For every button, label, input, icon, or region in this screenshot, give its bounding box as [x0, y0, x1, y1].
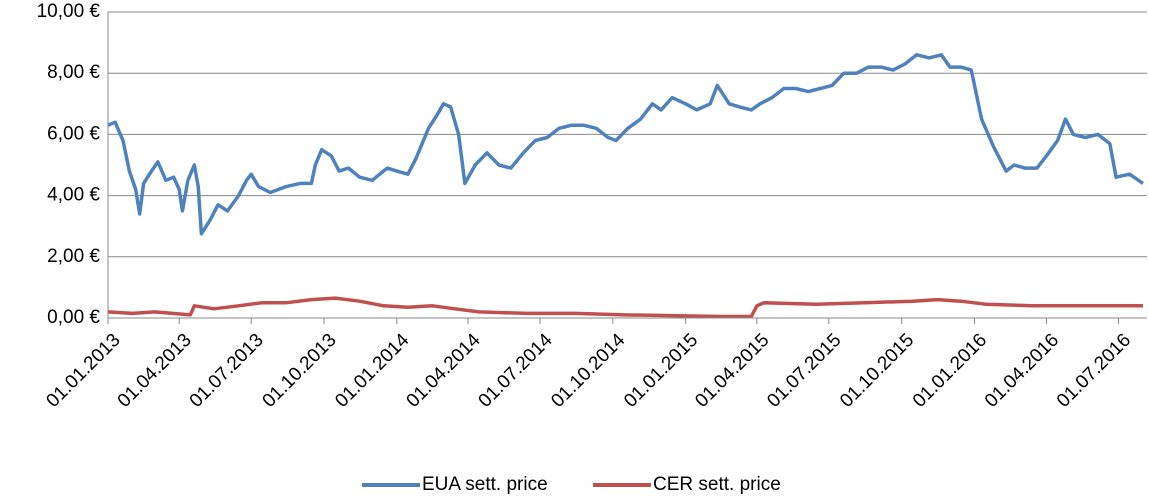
x-tick-label: 01.01.2014 — [331, 329, 413, 411]
x-tick-label: 01.07.2014 — [475, 329, 557, 411]
x-tick-label: 01.01.2013 — [42, 330, 124, 412]
y-tick-label: 6,00 € — [47, 123, 100, 144]
y-tick-label: 0,00 € — [47, 307, 100, 328]
legend-label: CER sett. price — [653, 474, 781, 495]
y-tick-label: 8,00 € — [47, 62, 100, 83]
x-tick-label: 01.04.2014 — [403, 329, 485, 411]
x-tick-label: 01.10.2014 — [547, 329, 629, 411]
x-tick-label: 01.10.2013 — [259, 330, 341, 412]
x-tick-label: 01.07.2016 — [1053, 330, 1135, 412]
x-tick-label: 01.01.2015 — [620, 330, 702, 412]
series-line — [107, 296, 1143, 319]
x-tick-label: 01.04.2015 — [691, 330, 773, 412]
y-tick-label: 2,00 € — [47, 246, 100, 267]
x-tick-label: 01.04.2013 — [114, 330, 196, 412]
x-tick-label: 01.07.2015 — [763, 330, 845, 412]
series-line — [107, 53, 1144, 236]
legend-label: EUA sett. price — [422, 474, 548, 495]
x-tick-label: 01.04.2016 — [981, 330, 1063, 412]
y-tick-label: 4,00 € — [47, 185, 100, 206]
x-tick-label: 01.10.2015 — [836, 330, 918, 412]
x-tick-label: 01.01.2016 — [909, 330, 991, 412]
y-tick-label: 10,00 € — [37, 1, 101, 22]
x-tick-label: 01.07.2013 — [186, 330, 268, 412]
